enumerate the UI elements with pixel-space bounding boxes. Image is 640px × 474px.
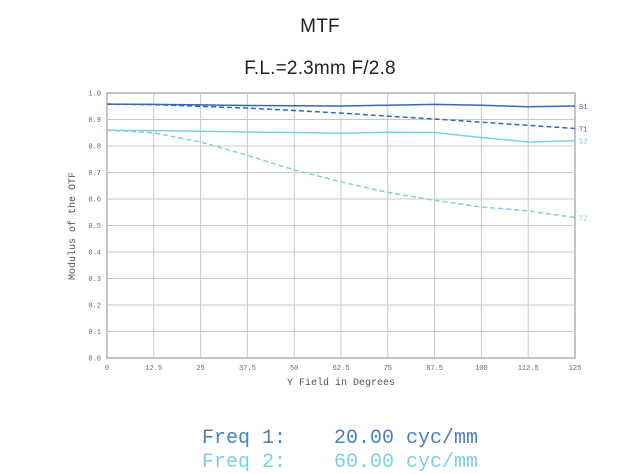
- x-tick-label: 50: [290, 365, 298, 373]
- y-axis-label: Modulus of the OTF: [67, 172, 79, 280]
- x-axis-label: Y Field in Degrees: [287, 377, 395, 389]
- y-tick-label: 0.7: [88, 170, 101, 178]
- x-tick-label: 62.5: [333, 365, 350, 373]
- x-tick-label: 87.5: [426, 365, 443, 373]
- mtf-chart: 0 12.5 25 37.5 50 62.5 75 87.5 100 112.5 125 0.0 0.1…: [67, 91, 587, 390]
- legend-freq-2-value: 60.00 cyc/mm: [334, 451, 479, 474]
- x-tick-label: 100: [475, 365, 488, 373]
- series-line-t1: [106, 103, 576, 130]
- y-tick-label: 0.8: [88, 144, 101, 152]
- grid-layer: [106, 92, 576, 359]
- y-tick-label: 1.0: [88, 91, 101, 99]
- series-end-label-t1: T1: [579, 127, 587, 135]
- legend-freq-2-label: Freq 2:: [202, 451, 287, 474]
- x-tick-label: 112.5: [518, 365, 539, 373]
- series-line-s1: [106, 103, 576, 108]
- x-tick-label: 25: [196, 365, 204, 373]
- tick-layer: 0 12.5 25 37.5 50 62.5 75 87.5 100 112.5 125 0.0 0.1…: [88, 91, 581, 374]
- x-tick-label: 125: [569, 365, 582, 373]
- series-line-s2: [106, 129, 576, 143]
- x-tick-label: 75: [384, 365, 392, 373]
- x-tick-label: 0: [105, 365, 109, 373]
- chart-subtitle: F.L.=2.3mm F/2.8: [244, 58, 396, 79]
- legend-freq-1-value: 20.00 cyc/mm: [334, 427, 479, 450]
- x-tick-label: 37.5: [239, 365, 256, 373]
- legend-freq-1-label: Freq 1:: [202, 427, 287, 450]
- series-end-label-s2: S2: [579, 139, 587, 147]
- y-tick-label: 0.4: [88, 250, 101, 258]
- y-tick-label: 0.6: [88, 197, 101, 205]
- legend-freq-2: Freq 2: 60.00 cyc/mm: [178, 428, 478, 474]
- y-tick-label: 0.0: [88, 356, 101, 364]
- series-layer: [106, 103, 576, 219]
- series-line-t2: [106, 129, 576, 219]
- y-tick-label: 0.2: [88, 303, 101, 311]
- legend-freq-1: Freq 1: 20.00 cyc/mm: [178, 404, 478, 450]
- y-tick-label: 0.9: [88, 117, 101, 125]
- series-label-layer: S1 T1 S2 T2: [579, 104, 587, 224]
- x-tick-label: 12.5: [145, 365, 162, 373]
- series-end-label-t2: T2: [579, 216, 587, 224]
- series-end-label-s1: S1: [579, 104, 587, 112]
- chart-title: MTF: [300, 16, 340, 37]
- y-tick-label: 0.3: [88, 276, 101, 284]
- y-tick-label: 0.5: [88, 223, 101, 231]
- y-tick-label: 0.1: [88, 329, 101, 337]
